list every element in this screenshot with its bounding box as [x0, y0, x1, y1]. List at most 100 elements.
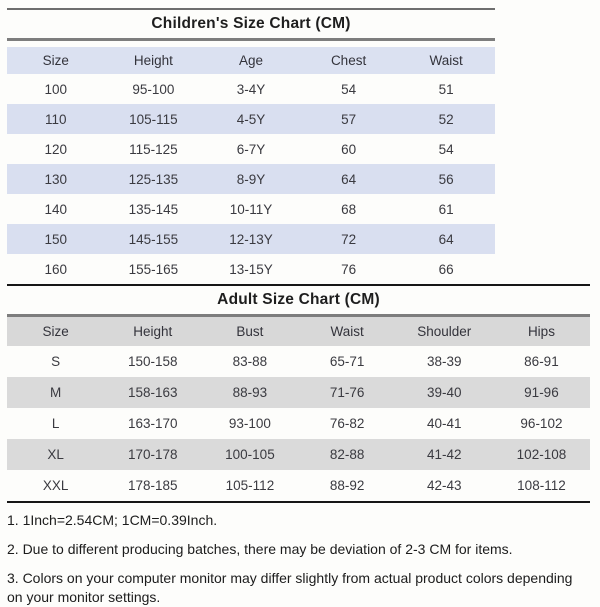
- table-cell: S: [51, 354, 61, 369]
- table-cell: 100-105: [225, 447, 275, 462]
- table-cell: 76-82: [329, 416, 365, 431]
- column-header: Size: [42, 324, 69, 339]
- column-header: Size: [42, 53, 69, 68]
- adult-size-chart-section: Adult Size Chart (CM) Size Height Bust Wais…: [0, 286, 600, 501]
- table-cell: 64: [438, 231, 454, 247]
- table-cell: 41-42: [427, 447, 462, 462]
- top-rule: [7, 8, 495, 10]
- table-cell: 6-7Y: [236, 141, 266, 157]
- table-cell: 13-15Y: [229, 261, 273, 277]
- column-header: Bust: [236, 324, 264, 339]
- table-cell: 135-145: [128, 201, 179, 217]
- table-cell: 10-11Y: [229, 201, 273, 217]
- table-row: 130 125-135 8-9Y 64 56: [7, 164, 495, 194]
- table-cell: 88-93: [232, 385, 268, 400]
- table-row: L 163-170 93-100 76-82 40-41 96-102: [7, 408, 590, 439]
- footnote-conversion: 1. 1Inch=2.54CM; 1CM=0.39Inch.: [7, 512, 218, 528]
- table-row: 150 145-155 12-13Y 72 64: [7, 224, 495, 254]
- column-header: Shoulder: [417, 324, 472, 339]
- table-cell: 61: [438, 201, 454, 217]
- table-cell: 38-39: [427, 354, 462, 369]
- table-cell: 115-125: [129, 141, 178, 157]
- table-cell: 91-96: [524, 385, 559, 400]
- table-cell: 82-88: [329, 447, 365, 462]
- column-header: Height: [133, 53, 173, 68]
- table-cell: 68: [341, 201, 357, 217]
- table-cell: 3-4Y: [236, 81, 266, 97]
- footnote-colors: 3. Colors on your computer monitor may d…: [7, 570, 573, 605]
- adult-notes-divider: [7, 501, 590, 503]
- table-cell: 102-108: [516, 447, 567, 462]
- table-cell: 56: [438, 171, 454, 187]
- table-cell: 145-155: [128, 231, 179, 247]
- children-adult-divider: [7, 284, 590, 286]
- table-cell: 158-163: [127, 385, 178, 400]
- footnotes: 1. 1Inch=2.54CM; 1CM=0.39Inch. 2. Due to…: [7, 511, 573, 607]
- table-cell: 54: [341, 81, 357, 97]
- children-chart-title: Children's Size Chart (CM): [151, 15, 351, 32]
- table-cell: 12-13Y: [229, 231, 273, 247]
- table-cell: 40-41: [427, 416, 462, 431]
- table-cell: 100: [44, 81, 68, 97]
- column-header: Height: [133, 324, 173, 339]
- table-row: 160 155-165 13-15Y 76 66: [7, 254, 495, 284]
- table-cell: 66: [438, 261, 454, 277]
- table-row: 100 95-100 3-4Y 54 51: [7, 74, 495, 104]
- table-cell: 150-158: [127, 354, 178, 369]
- children-size-chart-section: Children's Size Chart (CM) Size Height Age…: [0, 0, 600, 284]
- column-header: Waist: [429, 53, 463, 68]
- table-cell: 150: [44, 231, 68, 247]
- table-cell: 96-102: [520, 416, 563, 431]
- adult-size-table: Size Height Bust Waist Shoulder Hips S 150-158 8…: [7, 317, 590, 501]
- table-cell: 110: [45, 111, 67, 127]
- table-header-row: Size Height Age Chest Waist: [7, 47, 495, 74]
- table-cell: 57: [341, 111, 357, 127]
- column-header: Waist: [330, 324, 364, 339]
- table-cell: 64: [341, 171, 357, 187]
- table-cell: 76: [341, 261, 357, 277]
- table-cell: XL: [47, 447, 64, 462]
- children-title-rule: [7, 38, 495, 41]
- children-size-table: Size Height Age Chest Waist 100 95-100 3-4Y 54 51…: [7, 47, 495, 284]
- table-cell: 65-71: [329, 354, 365, 369]
- table-cell: 8-9Y: [236, 171, 266, 187]
- table-cell: 160: [44, 261, 68, 277]
- table-cell: 170-178: [127, 447, 178, 462]
- table-cell: 42-43: [427, 478, 462, 493]
- table-cell: 72: [341, 231, 357, 247]
- table-cell: 178-185: [127, 478, 178, 493]
- table-row: S 150-158 83-88 65-71 38-39 86-91: [7, 346, 590, 377]
- table-cell: 140: [44, 201, 68, 217]
- table-cell: XXL: [42, 478, 69, 493]
- adult-chart-title: Adult Size Chart (CM): [217, 291, 380, 308]
- table-row: 110 105-115 4-5Y 57 52: [7, 104, 495, 134]
- table-cell: 155-165: [128, 261, 179, 277]
- table-cell: 52: [438, 111, 454, 127]
- table-cell: 130: [44, 171, 68, 187]
- table-row: M 158-163 88-93 71-76 39-40 91-96: [7, 377, 590, 408]
- table-cell: 163-170: [127, 416, 178, 431]
- table-cell: 86-91: [524, 354, 559, 369]
- table-cell: 125-135: [128, 171, 179, 187]
- table-row: 140 135-145 10-11Y 68 61: [7, 194, 495, 224]
- footnote-deviation: 2. Due to different producing batches, t…: [7, 541, 513, 557]
- table-row: 120 115-125 6-7Y 60 54: [7, 134, 495, 164]
- table-cell: 93-100: [228, 416, 271, 431]
- table-header-row: Size Height Bust Waist Shoulder Hips: [7, 317, 590, 346]
- table-cell: 4-5Y: [236, 111, 266, 127]
- table-cell: 105-112: [225, 478, 275, 493]
- column-header: Age: [238, 53, 263, 68]
- table-cell: 108-112: [517, 478, 566, 493]
- table-row: XL 170-178 100-105 82-88 41-42 102-108: [7, 439, 590, 470]
- table-cell: 105-115: [129, 111, 178, 127]
- column-header: Hips: [527, 324, 555, 339]
- table-cell: 71-76: [329, 385, 365, 400]
- table-cell: M: [49, 385, 62, 400]
- table-cell: L: [51, 416, 60, 431]
- table-cell: 120: [44, 141, 68, 157]
- table-cell: 39-40: [427, 385, 462, 400]
- table-cell: 60: [341, 141, 357, 157]
- table-cell: 54: [438, 141, 454, 157]
- adult-title-rule: [7, 314, 590, 317]
